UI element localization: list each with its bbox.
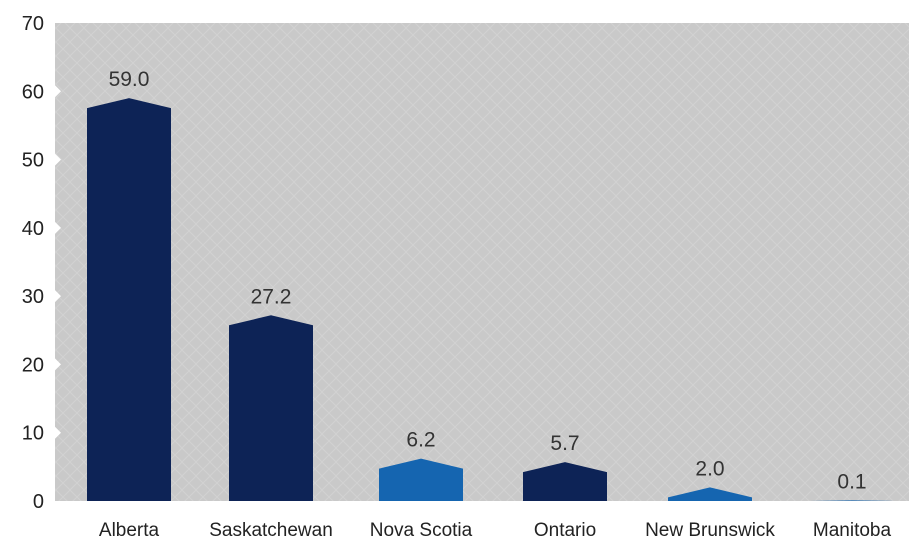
bar-nova-scotia xyxy=(379,458,463,501)
y-tick-marker-10 xyxy=(55,426,61,439)
data-label-manitoba: 0.1 xyxy=(837,470,866,493)
data-label-ontario: 5.7 xyxy=(550,432,579,455)
y-tick-label-20: 20 xyxy=(22,354,44,376)
y-tick-marker-40 xyxy=(55,221,61,234)
data-label-alberta: 59.0 xyxy=(109,68,150,91)
y-axis: 0 10 20 30 40 50 60 70 xyxy=(22,13,61,513)
category-label-new-brunswick: New Brunswick xyxy=(645,520,775,541)
y-tick-label-10: 10 xyxy=(22,423,44,445)
y-tick-marker-50 xyxy=(55,153,61,166)
plot-background xyxy=(55,23,909,501)
y-tick-label-30: 30 xyxy=(22,286,44,308)
y-tick-label-60: 60 xyxy=(22,81,44,103)
y-tick-marker-60 xyxy=(55,85,61,98)
data-label-nova-scotia: 6.2 xyxy=(406,429,435,452)
category-label-saskatchewan: Saskatchewan xyxy=(209,520,333,541)
y-tick-marker-30 xyxy=(55,290,61,303)
bar-manitoba xyxy=(810,500,894,501)
y-tick-label-0: 0 xyxy=(33,491,44,513)
y-tick-label-40: 40 xyxy=(22,218,44,240)
category-label-nova-scotia: Nova Scotia xyxy=(370,520,473,541)
bars-group xyxy=(87,98,894,501)
bar-new-brunswick xyxy=(668,487,752,501)
bar-ontario xyxy=(523,462,607,501)
y-tick-label-70: 70 xyxy=(22,13,44,35)
category-label-alberta: Alberta xyxy=(99,520,160,541)
bar-saskatchewan xyxy=(229,315,313,501)
category-label-manitoba: Manitoba xyxy=(813,520,892,541)
bar-alberta xyxy=(87,98,171,501)
x-axis: Alberta Saskatchewan Nova Scotia Ontario New… xyxy=(99,520,892,541)
data-label-new-brunswick: 2.0 xyxy=(695,457,724,480)
data-label-saskatchewan: 27.2 xyxy=(251,285,292,308)
y-tick-marker-20 xyxy=(55,358,61,371)
data-labels-group: 59.0 27.2 6.2 5.7 2.0 0.1 xyxy=(109,68,867,493)
y-tick-label-50: 50 xyxy=(22,150,44,172)
category-label-ontario: Ontario xyxy=(534,520,596,541)
